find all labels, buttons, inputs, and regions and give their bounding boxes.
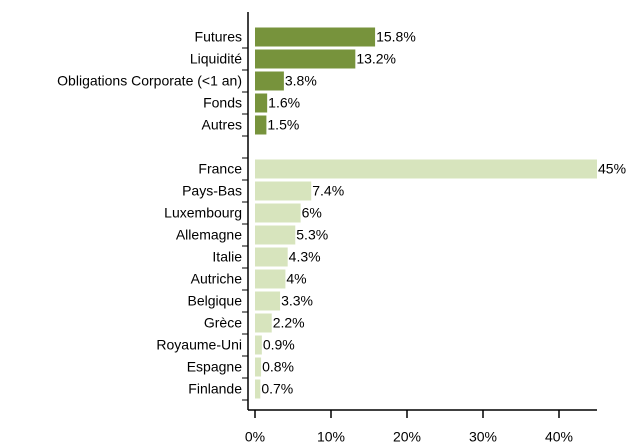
data-label: 3.3% <box>281 293 313 309</box>
y-tick-label: Obligations Corporate (<1 an) <box>57 73 242 89</box>
bar <box>255 115 267 135</box>
y-tick-label: Italie <box>212 249 242 265</box>
y-tick-label: Luxembourg <box>164 205 242 221</box>
y-tick-label: Autriche <box>191 271 243 287</box>
y-tick-label: Futures <box>195 29 242 45</box>
bar <box>255 357 262 377</box>
data-label: 3.8% <box>285 73 317 89</box>
y-tick-label: Finlande <box>188 381 242 397</box>
data-label: 0.7% <box>261 381 293 397</box>
data-label: 1.6% <box>268 95 300 111</box>
x-tick-label: 40% <box>545 429 573 445</box>
bar <box>255 313 272 333</box>
y-tick-label: Liquidité <box>190 51 242 67</box>
bar <box>255 225 296 245</box>
data-label: 4% <box>286 271 306 287</box>
y-tick-label: Autres <box>202 117 242 133</box>
bar <box>255 335 262 355</box>
data-label: 15.8% <box>376 29 416 45</box>
bar <box>255 247 288 267</box>
bar <box>255 379 261 399</box>
y-tick-label: Belgique <box>188 293 243 309</box>
data-label: 0.9% <box>263 337 295 353</box>
y-tick-label: Pays-Bas <box>182 183 242 199</box>
data-label: 1.5% <box>267 117 299 133</box>
y-tick-label: Royaume-Uni <box>156 337 242 353</box>
data-label: 7.4% <box>312 183 344 199</box>
x-tick-label: 10% <box>317 429 345 445</box>
x-tick-label: 20% <box>393 429 421 445</box>
bar <box>255 93 268 113</box>
y-tick-label: France <box>198 161 242 177</box>
x-tick-label: 30% <box>469 429 497 445</box>
data-label: 13.2% <box>356 51 396 67</box>
bar <box>255 49 356 69</box>
bar <box>255 159 597 179</box>
y-tick-label: Grèce <box>204 315 242 331</box>
bar <box>255 203 301 223</box>
y-tick-label: Allemagne <box>176 227 242 243</box>
data-label: 45% <box>598 161 626 177</box>
bar <box>255 71 284 91</box>
x-tick-label: 0% <box>245 429 265 445</box>
bar <box>255 27 376 47</box>
data-label: 6% <box>302 205 322 221</box>
data-label: 0.8% <box>262 359 294 375</box>
data-label: 5.3% <box>296 227 328 243</box>
bar <box>255 269 286 289</box>
data-label: 2.2% <box>273 315 305 331</box>
bar <box>255 181 312 201</box>
y-tick-label: Espagne <box>187 359 242 375</box>
bar <box>255 291 281 311</box>
data-label: 4.3% <box>289 249 321 265</box>
y-tick-label: Fonds <box>203 95 242 111</box>
